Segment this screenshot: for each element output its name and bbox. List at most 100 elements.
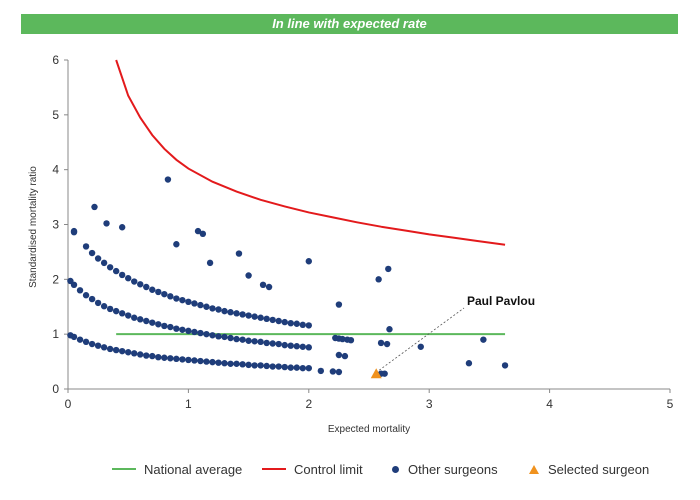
other-surgeons-point	[149, 286, 156, 293]
other-surgeons-point	[335, 351, 343, 359]
other-surgeons-point	[245, 312, 252, 319]
other-surgeons-point	[173, 355, 180, 363]
other-surgeons-point	[161, 322, 168, 330]
other-surgeons-point	[112, 267, 120, 275]
other-surgeons-point	[339, 335, 346, 343]
other-surgeons-point	[209, 305, 216, 312]
other-surgeons-point	[161, 354, 168, 361]
other-surgeons-point	[347, 336, 355, 344]
other-surgeons-point	[385, 265, 392, 273]
y-tick-label: 1	[52, 327, 59, 341]
other-surgeons-point	[305, 364, 312, 372]
chart-legend: National average Control limit Other sur…	[0, 458, 700, 480]
y-tick-label: 5	[52, 108, 59, 122]
x-tick-label: 4	[546, 397, 553, 411]
other-surgeons-point	[179, 326, 186, 333]
other-surgeons-point	[88, 340, 96, 348]
other-surgeons-point	[235, 250, 243, 257]
other-surgeons-point	[118, 224, 126, 231]
other-surgeons-point	[305, 344, 312, 351]
other-surgeons-point	[125, 349, 132, 356]
other-surgeons-point	[209, 332, 216, 339]
other-surgeons-point	[257, 362, 264, 369]
other-surgeons-point	[227, 360, 234, 367]
other-surgeons-point	[209, 358, 216, 366]
national-average-swatch	[112, 468, 136, 470]
x-tick-label: 3	[426, 397, 433, 411]
legend-label: Selected surgeon	[548, 461, 650, 477]
other-surgeons-point	[112, 307, 120, 315]
other-surgeons-point	[501, 362, 509, 369]
other-surgeons-point	[125, 275, 132, 282]
other-surgeons-point	[233, 335, 240, 343]
other-surgeons-point	[100, 259, 108, 267]
other-surgeons-point	[112, 346, 120, 354]
other-surgeons-point	[131, 350, 138, 357]
other-surgeons-point	[245, 272, 252, 279]
other-surgeons-point	[203, 330, 210, 338]
other-surgeons-point	[293, 343, 300, 350]
other-surgeons-point	[173, 241, 180, 248]
other-surgeons-point	[191, 357, 198, 364]
other-surgeons-point	[386, 326, 393, 333]
x-tick-label: 0	[65, 397, 72, 411]
other-surgeons-point	[103, 220, 110, 227]
other-surgeons-point	[287, 364, 294, 371]
other-surgeons-point	[275, 363, 282, 370]
other-surgeons-point	[197, 301, 204, 309]
other-surgeons-point	[118, 310, 126, 317]
other-surgeons-point	[118, 271, 126, 279]
other-surgeons-point	[137, 316, 144, 323]
other-surgeons-point	[383, 340, 391, 348]
other-surgeons-point	[125, 312, 132, 319]
other-surgeons-point	[257, 338, 264, 346]
other-surgeons-point	[76, 336, 84, 343]
other-surgeons-point	[215, 359, 222, 366]
other-surgeons-point	[94, 299, 102, 307]
other-surgeons-point	[70, 281, 78, 289]
other-surgeons-point	[137, 351, 144, 358]
other-surgeons-point	[269, 340, 276, 347]
other-surgeons-point	[263, 339, 270, 347]
other-surgeons-point	[185, 327, 192, 335]
other-surgeons-point	[143, 283, 150, 291]
other-surgeons-point	[179, 356, 186, 363]
other-surgeons-point	[173, 325, 180, 332]
other-surgeons-point	[239, 336, 246, 343]
other-surgeons-point	[191, 328, 198, 336]
other-surgeons-point	[221, 333, 228, 341]
other-surgeons-point	[215, 333, 222, 340]
other-surgeons-point	[263, 315, 270, 323]
other-surgeons-point	[100, 344, 108, 351]
control-limit-line	[115, 59, 506, 246]
other-surgeons-point	[335, 301, 343, 308]
other-surgeons-point	[106, 345, 114, 353]
other-surgeons-point	[335, 368, 343, 376]
selected-surgeon-marker	[370, 368, 382, 379]
other-surgeons-point	[88, 295, 96, 303]
selected-surgeon-annotation: Paul Pavlou	[467, 294, 535, 308]
y-tick-label: 4	[52, 163, 59, 177]
legend-item-selected-surgeon: Selected surgeon	[522, 458, 649, 480]
y-tick-label: 3	[52, 218, 59, 232]
other-surgeons-point	[143, 352, 150, 359]
other-surgeons-point	[329, 368, 337, 375]
other-surgeons-point	[480, 336, 487, 343]
other-surgeons-point	[341, 352, 349, 360]
other-surgeons-point	[281, 318, 288, 326]
other-surgeons-point	[82, 292, 90, 299]
other-surgeons-point	[197, 329, 204, 337]
x-tick-label: 1	[185, 397, 192, 411]
other-surgeons-point	[257, 314, 264, 321]
other-surgeons-point	[269, 363, 276, 370]
other-surgeons-point	[275, 340, 282, 348]
other-surgeons-point	[149, 352, 156, 360]
other-surgeons-point	[203, 303, 210, 310]
other-surgeons-point	[375, 276, 382, 283]
other-surgeons-point	[167, 293, 174, 300]
chart-status-banner: In line with expected rate	[21, 14, 678, 34]
legend-item-control-limit: Control limit	[262, 458, 363, 480]
other-surgeons-point	[305, 258, 312, 265]
other-surgeons-point	[299, 321, 306, 329]
other-surgeons-point	[194, 227, 202, 235]
